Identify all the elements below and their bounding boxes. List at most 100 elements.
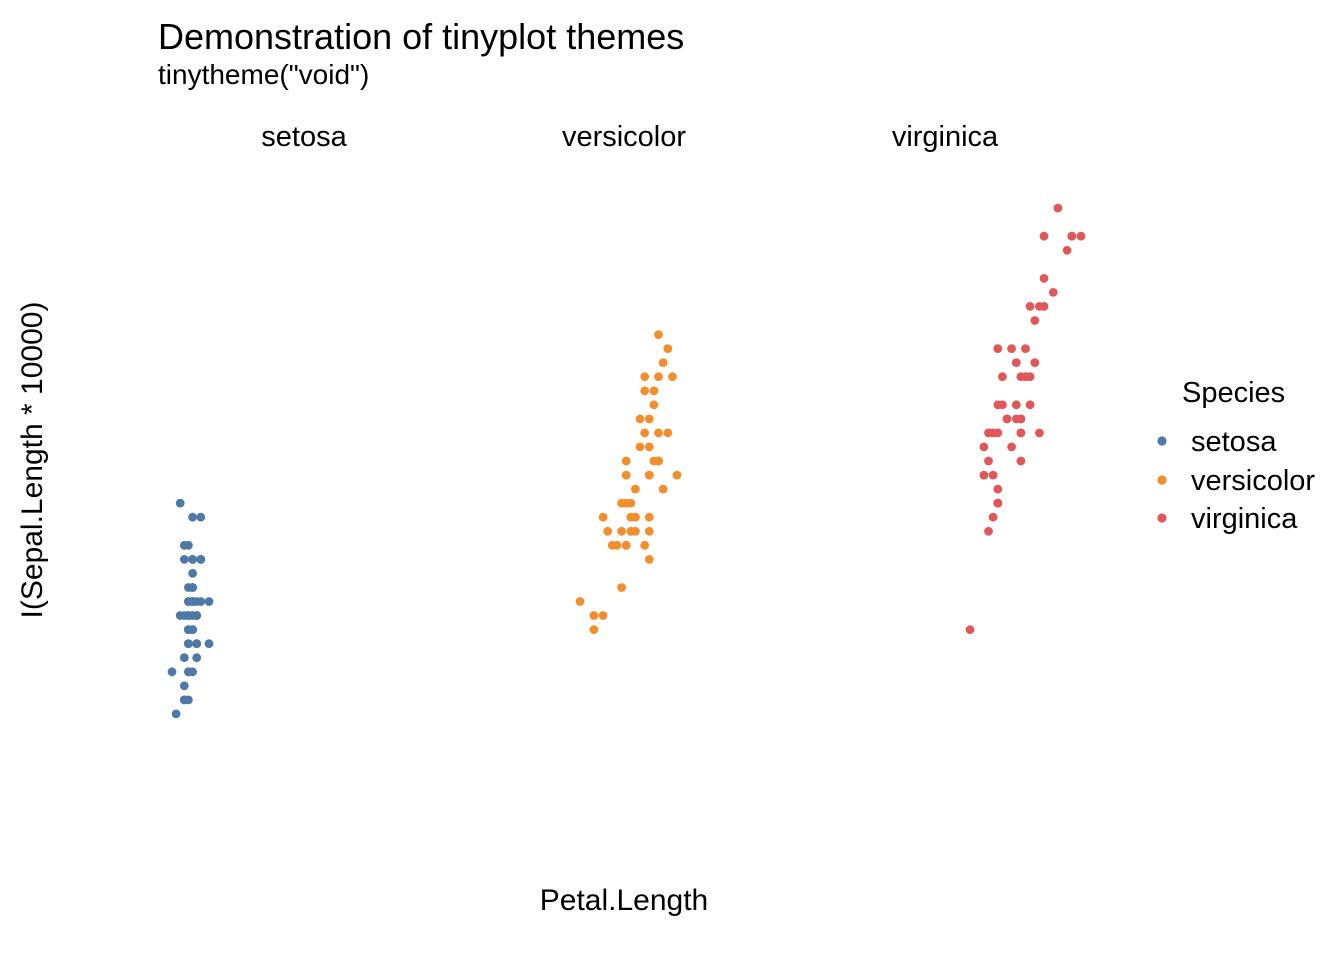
facet-label-virginica: virginica xyxy=(892,121,999,153)
data-point-virginica-13 xyxy=(1011,358,1021,367)
legend-label-virginica: virginica xyxy=(1191,503,1298,535)
data-point-versicolor-23 xyxy=(663,428,673,438)
data-point-versicolor-35 xyxy=(644,555,654,564)
data-point-virginica-3 xyxy=(1030,316,1040,325)
data-point-versicolor-22 xyxy=(621,456,631,466)
data-point-setosa-42 xyxy=(179,681,189,691)
data-point-virginica-37 xyxy=(1016,428,1026,438)
data-point-setosa-25 xyxy=(204,639,214,648)
data-point-versicolor-9 xyxy=(649,386,659,396)
data-point-virginica-42 xyxy=(993,344,1003,353)
y-axis-label: I(Sepal.Length * 10000) xyxy=(16,302,49,619)
data-point-setosa-19 xyxy=(196,512,206,522)
data-point-versicolor-41 xyxy=(640,540,650,550)
data-point-versicolor-30 xyxy=(598,512,608,522)
data-point-versicolor-19 xyxy=(644,442,654,452)
data-point-setosa-38 xyxy=(184,625,193,634)
data-point-versicolor-28 xyxy=(668,372,677,382)
data-point-virginica-44 xyxy=(1030,358,1040,367)
data-point-setosa-50 xyxy=(184,611,193,620)
data-point-virginica-45 xyxy=(1021,372,1030,382)
data-point-versicolor-32 xyxy=(607,540,617,550)
data-point-versicolor-42 xyxy=(649,456,659,466)
data-point-virginica-50 xyxy=(993,484,1003,494)
data-point-virginica-20 xyxy=(988,470,998,480)
data-point-versicolor-36 xyxy=(644,470,654,480)
data-point-virginica-27 xyxy=(979,442,989,452)
facet-label-versicolor: versicolor xyxy=(562,121,686,153)
chart-subtitle: tinytheme("void") xyxy=(158,59,369,90)
data-point-versicolor-8 xyxy=(589,625,599,634)
data-point-virginica-21 xyxy=(1021,344,1030,353)
data-point-versicolor-10 xyxy=(617,583,626,592)
data-point-virginica-36 xyxy=(1039,231,1049,241)
points-layer xyxy=(167,203,1086,719)
data-point-setosa-43 xyxy=(179,695,189,705)
data-point-versicolor-16 xyxy=(640,372,650,382)
data-point-virginica-1 xyxy=(1035,428,1044,438)
legend-entry-versicolor: versicolor xyxy=(1157,465,1315,497)
data-point-virginica-8 xyxy=(1048,288,1058,297)
facet-labels: setosa versicolor virginica xyxy=(261,121,999,153)
data-point-virginica-26 xyxy=(1035,302,1044,311)
data-point-virginica-19 xyxy=(1076,231,1086,241)
data-point-setosa-49 xyxy=(188,569,198,578)
data-point-virginica-7 xyxy=(965,625,975,634)
data-point-setosa-23 xyxy=(167,667,177,677)
legend: Species setosa versicolor virginica xyxy=(1157,377,1315,535)
facet-label-setosa: setosa xyxy=(261,121,347,153)
data-point-versicolor-26 xyxy=(640,386,650,396)
data-point-versicolor-3 xyxy=(663,344,673,353)
data-point-versicolor-20 xyxy=(617,526,626,536)
data-point-setosa-15 xyxy=(175,498,185,508)
data-point-setosa-31 xyxy=(192,639,202,648)
data-point-virginica-46 xyxy=(998,372,1007,382)
data-point-setosa-37 xyxy=(179,540,189,550)
data-point-versicolor-43 xyxy=(621,498,631,508)
facet-panel-virginica xyxy=(965,203,1086,634)
data-point-virginica-16 xyxy=(1002,414,1012,424)
data-point-versicolor-37 xyxy=(654,372,663,382)
data-point-virginica-17 xyxy=(1011,400,1021,410)
data-point-virginica-48 xyxy=(998,400,1007,410)
data-point-setosa-30 xyxy=(192,653,202,663)
data-point-versicolor-49 xyxy=(575,597,585,606)
data-point-virginica-28 xyxy=(984,456,993,466)
facet-panel-versicolor xyxy=(575,330,682,634)
data-point-setosa-48 xyxy=(184,667,193,677)
data-point-virginica-6 xyxy=(1062,245,1072,255)
legend-title: Species xyxy=(1182,377,1285,409)
legend-marker-setosa xyxy=(1157,436,1167,446)
data-point-virginica-38 xyxy=(1011,414,1021,424)
data-point-setosa-45 xyxy=(204,597,214,606)
legend-label-setosa: setosa xyxy=(1191,426,1277,458)
data-point-versicolor-50 xyxy=(626,512,636,522)
data-point-virginica-5 xyxy=(1025,400,1035,410)
data-point-versicolor-21 xyxy=(658,484,668,494)
data-point-versicolor-2 xyxy=(644,414,654,424)
data-point-versicolor-40 xyxy=(621,540,631,550)
chart-title: Demonstration of tinyplot themes xyxy=(158,16,684,57)
data-point-virginica-32 xyxy=(1053,203,1063,213)
data-point-virginica-49 xyxy=(1007,442,1016,452)
data-point-versicolor-6 xyxy=(644,512,654,522)
data-point-setosa-32 xyxy=(188,555,198,564)
legend-label-versicolor: versicolor xyxy=(1191,465,1315,497)
data-point-virginica-35 xyxy=(1016,456,1026,466)
data-point-setosa-21 xyxy=(196,555,206,564)
x-axis-label: Petal.Length xyxy=(540,884,708,917)
data-point-versicolor-44 xyxy=(589,611,599,620)
data-point-setosa-46 xyxy=(184,639,193,648)
data-point-setosa-3 xyxy=(179,653,189,663)
data-point-virginica-43 xyxy=(993,498,1003,508)
data-point-versicolor-27 xyxy=(658,358,668,367)
data-point-versicolor-1 xyxy=(654,330,663,339)
data-point-versicolor-5 xyxy=(649,400,659,410)
facet-panel-setosa xyxy=(167,498,214,719)
data-point-setosa-16 xyxy=(188,512,198,522)
data-point-setosa-33 xyxy=(188,583,198,592)
legend-entry-virginica: virginica xyxy=(1157,503,1298,535)
data-point-versicolor-13 xyxy=(621,470,631,480)
data-point-versicolor-7 xyxy=(654,428,663,438)
